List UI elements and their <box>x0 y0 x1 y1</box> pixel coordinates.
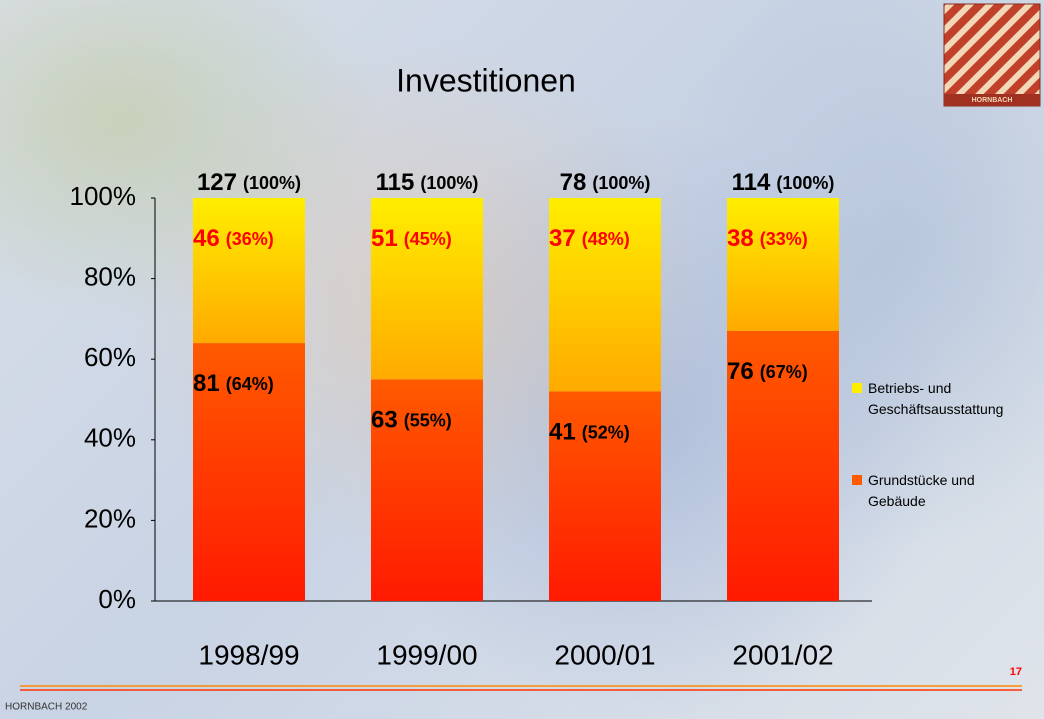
value-label: (67%) <box>760 362 808 382</box>
value-label: (36%) <box>226 229 274 249</box>
amount-label: 81 <box>193 370 220 397</box>
slide: HORNBACH Investitionen HORNBACH 2002 17 … <box>0 0 1044 719</box>
value-label: (33%) <box>760 229 808 249</box>
y-tick-label: 100% <box>70 181 137 211</box>
x-tick-label: 2000/01 <box>554 639 655 670</box>
value-label: (45%) <box>404 229 452 249</box>
value-label: (64%) <box>226 374 274 394</box>
data-label: 76 (67%) <box>727 358 808 385</box>
y-tick-label: 20% <box>84 503 136 533</box>
total-label: 114(100%) <box>732 169 835 196</box>
total-label: 78(100%) <box>560 169 651 196</box>
chart-title: Investitionen <box>396 62 576 98</box>
data-label: 81 (64%) <box>193 370 274 397</box>
total-amount: 78 <box>560 169 587 196</box>
total-label: 127 (100%) <box>197 169 301 196</box>
total-amount: 127 <box>197 169 237 196</box>
total-label: 115(100%) <box>376 169 479 196</box>
legend-swatch <box>852 475 862 485</box>
x-tick-label: 1998/99 <box>198 639 299 670</box>
data-label: 51 (45%) <box>371 225 452 252</box>
data-label: 38 (33%) <box>727 225 808 252</box>
x-tick-label: 2001/02 <box>732 639 833 670</box>
data-label: 63 (55%) <box>371 407 452 434</box>
y-tick-label: 60% <box>84 342 136 372</box>
x-tick-label: 1999/00 <box>376 639 477 670</box>
chart: HORNBACH Investitionen HORNBACH 2002 17 … <box>0 0 1044 719</box>
total-percent: (100%) <box>592 173 650 193</box>
amount-label: 76 <box>727 358 754 385</box>
data-label: 41 (52%) <box>549 419 630 446</box>
logo-text: HORNBACH <box>972 97 1013 104</box>
bar-segment <box>193 198 305 343</box>
legend-label: Grundstücke und Gebäude <box>868 470 1026 512</box>
total-amount: 114 <box>732 169 771 196</box>
y-tick-label: 0% <box>98 584 136 614</box>
legend-label: Betriebs- und Geschäftsausstattung <box>868 378 1026 420</box>
amount-label: 46 <box>193 225 220 252</box>
value-label: (55%) <box>404 410 452 430</box>
amount-label: 41 <box>549 419 576 446</box>
legend-swatch <box>852 383 862 393</box>
amount-label: 63 <box>371 407 398 434</box>
footer-text: HORNBACH 2002 <box>5 702 88 713</box>
value-label: (48%) <box>582 229 630 249</box>
total-percent: (100%) <box>243 173 301 193</box>
logo: HORNBACH <box>944 4 1040 106</box>
value-label: (52%) <box>582 422 630 442</box>
amount-label: 51 <box>371 225 398 252</box>
y-tick-label: 80% <box>84 261 136 291</box>
page-number: 17 <box>1010 666 1022 678</box>
total-percent: (100%) <box>776 173 834 193</box>
data-label: 46 (36%) <box>193 225 274 252</box>
total-amount: 115 <box>376 169 415 196</box>
bar-segment <box>727 198 839 331</box>
total-percent: (100%) <box>420 173 478 193</box>
amount-label: 37 <box>549 225 576 252</box>
y-tick-label: 40% <box>84 423 136 453</box>
data-label: 37 (48%) <box>549 225 630 252</box>
amount-label: 38 <box>727 225 754 252</box>
